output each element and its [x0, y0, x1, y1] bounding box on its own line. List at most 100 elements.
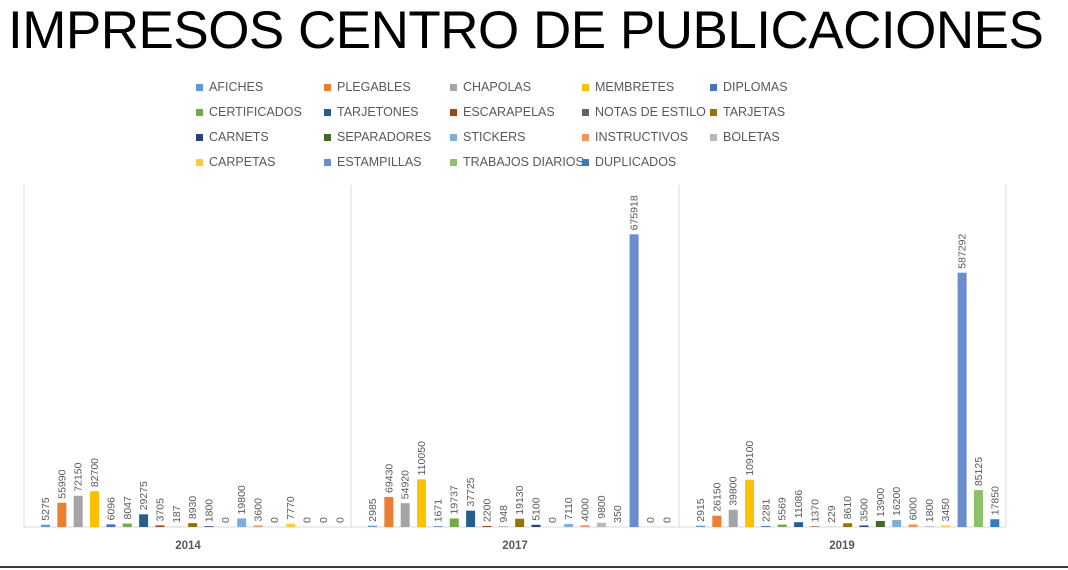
data-label: 37725 — [465, 477, 477, 506]
bar — [400, 503, 410, 527]
legend-item: CARPETAS — [196, 154, 275, 170]
legend-item: ESCARAPELAS — [450, 104, 555, 120]
data-label: 11086 — [793, 490, 805, 519]
legend-label: CERTIFICADOS — [209, 105, 302, 119]
legend-swatch — [324, 133, 331, 141]
bar — [204, 526, 214, 527]
bar — [875, 520, 885, 527]
data-label: 16200 — [891, 487, 903, 516]
x-tick-label: 2017 — [502, 540, 528, 552]
data-label: 26150 — [711, 482, 723, 511]
data-label: 3500 — [859, 498, 871, 522]
legend-item: DUPLICADOS — [582, 154, 676, 170]
data-label: 8047 — [122, 496, 134, 520]
data-label: 3705 — [154, 498, 166, 522]
legend-swatch — [324, 83, 331, 91]
legend-item: INSTRUCTIVOS — [582, 129, 688, 145]
bar — [286, 523, 296, 527]
legend-label: TRABAJOS DIARIOS — [463, 155, 584, 169]
chart-title: IMPRESOS CENTRO DE PUBLICACIONES — [8, 1, 1044, 60]
data-label: 3450 — [940, 498, 952, 522]
legend-swatch — [582, 83, 589, 91]
legend-label: TARJETONES — [337, 105, 419, 119]
data-label: 0 — [547, 517, 559, 523]
bar — [417, 479, 427, 527]
x-tick-label: 2019 — [829, 540, 855, 552]
legend-item: TARJETAS — [710, 104, 785, 120]
legend-swatch — [710, 133, 717, 141]
bar — [73, 495, 83, 527]
data-label: 229 — [826, 505, 838, 523]
data-label: 19130 — [514, 485, 526, 514]
legend-item: STICKERS — [450, 129, 526, 145]
bar — [466, 510, 476, 527]
data-label: 948 — [498, 505, 510, 523]
legend-item: PLEGABLES — [324, 79, 411, 95]
data-label: 82700 — [89, 458, 101, 487]
bar — [957, 272, 967, 527]
legend-label: PLEGABLES — [337, 80, 411, 94]
data-label: 7110 — [563, 497, 575, 520]
data-label: 5569 — [777, 497, 789, 521]
data-label: 17850 — [989, 486, 1001, 515]
legend-label: SEPARADORES — [337, 130, 432, 144]
data-label: 350 — [612, 505, 624, 523]
legend-label: MEMBRETES — [595, 80, 675, 94]
legend-swatch — [582, 133, 589, 141]
data-label: 1800 — [924, 499, 936, 523]
bar — [728, 509, 738, 527]
data-label: 55990 — [56, 469, 68, 498]
legend-item: CERTIFICADOS — [196, 104, 302, 120]
legend-swatch — [710, 108, 717, 116]
bar — [122, 523, 132, 527]
legend-swatch — [450, 83, 457, 91]
legend-item: BOLETAS — [710, 129, 780, 145]
data-label: 587292 — [957, 234, 969, 269]
bar — [859, 525, 869, 527]
legend-label: CHAPOLAS — [463, 80, 532, 94]
bar — [712, 515, 722, 527]
bar — [973, 490, 983, 527]
data-label: 19800 — [236, 485, 248, 514]
data-label: 19737 — [449, 485, 461, 514]
data-label: 9800 — [596, 495, 608, 519]
data-label: 1370 — [809, 499, 821, 523]
bar — [449, 518, 459, 527]
data-label: 6000 — [908, 497, 920, 521]
legend-swatch — [196, 158, 203, 166]
bar — [41, 524, 50, 527]
legend-swatch — [450, 108, 457, 116]
legend-swatch — [582, 108, 589, 116]
legend-item: SEPARADORES — [324, 129, 431, 145]
bar — [745, 479, 755, 527]
legend-swatch — [450, 133, 457, 141]
bar — [908, 524, 918, 527]
legend-label: STICKERS — [463, 130, 526, 144]
legend-item: TARJETONES — [324, 104, 419, 120]
legend-item: NOTAS DE ESTILO — [582, 104, 706, 120]
legend-label: ESCARAPELAS — [463, 105, 555, 119]
bar — [629, 234, 639, 527]
bottom-divider — [0, 566, 1068, 568]
data-label: 0 — [220, 517, 232, 523]
legend-swatch — [450, 158, 457, 166]
bar — [843, 523, 853, 527]
data-label: 8930 — [187, 496, 199, 520]
data-label: 2985 — [367, 498, 379, 522]
bar — [761, 526, 771, 527]
legend-label: INSTRUCTIVOS — [595, 130, 689, 144]
data-label: 54920 — [400, 470, 412, 499]
legend-label: BOLETAS — [723, 130, 780, 144]
bar — [482, 526, 492, 527]
data-label: 0 — [334, 517, 346, 523]
data-label: 69430 — [383, 464, 395, 493]
bar — [596, 522, 606, 527]
data-label: 2281 — [760, 498, 772, 522]
legend-swatch — [196, 83, 203, 91]
bar — [515, 518, 525, 527]
bar — [155, 525, 165, 527]
legend-swatch — [710, 83, 717, 91]
data-label: 5100 — [531, 497, 543, 521]
legend-label: NOTAS DE ESTILO — [595, 105, 706, 119]
